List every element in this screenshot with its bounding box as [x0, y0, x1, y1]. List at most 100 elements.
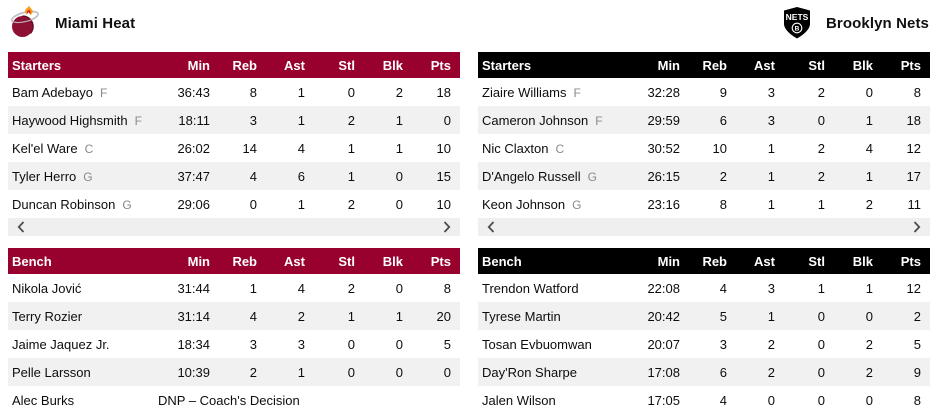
chevron-right-icon[interactable]: [443, 221, 451, 233]
stat-cell-stl: 0: [347, 336, 355, 352]
position-label: C: [84, 141, 94, 156]
stat-cell-pts: 18: [906, 112, 921, 128]
stat-cell-reb: 9: [719, 84, 727, 100]
player-name: Cameron Johnson: [482, 112, 589, 128]
player-row: Tosan Evbuomwan 20:07 3 2 0 2 5: [478, 330, 930, 358]
stat-cell-stl: 2: [817, 140, 825, 156]
player-name: Kel'el Ware: [12, 140, 78, 156]
stat-cell-min: 17:05: [647, 392, 680, 408]
position-label: F: [134, 113, 142, 128]
stat-cell-ast: 4: [297, 280, 305, 296]
table-section-label: Starters: [12, 57, 62, 73]
column-header-stl: Stl: [808, 253, 825, 269]
stat-cell-pts: 10: [436, 196, 451, 212]
stat-cell-blk: 4: [865, 140, 873, 156]
stat-cell-blk: 0: [865, 84, 873, 100]
stat-cell-ast: 1: [767, 308, 775, 324]
stat-cell-pts: 0: [443, 364, 451, 380]
player-name: Tyler Herro: [12, 168, 77, 184]
player-row: Bam Adebayo F 36:43 8 1 0 2 18: [8, 78, 460, 106]
stat-cell-ast: 6: [297, 168, 305, 184]
nets-team-name: Brooklyn Nets: [826, 14, 929, 32]
nets-column: NETS B Brooklyn Nets Starters Min Reb Ast St…: [478, 0, 930, 414]
stat-cell-ast: 1: [297, 364, 305, 380]
chevron-left-icon[interactable]: [17, 221, 25, 233]
stat-cell-ast: 1: [297, 112, 305, 128]
stat-cell-pts: 8: [913, 392, 921, 408]
stat-cell-min: 30:52: [647, 140, 680, 156]
player-name-cell: Bam Adebayo F: [8, 78, 152, 106]
stat-cell-ast: 1: [297, 84, 305, 100]
column-header-min: Min: [657, 57, 680, 73]
player-name-cell: Haywood Highsmith F: [8, 106, 152, 134]
player-row: Ziaire Williams F 32:28 9 3 2 0 8: [478, 78, 930, 106]
stat-cell-ast: 2: [767, 336, 775, 352]
player-name: Pelle Larsson: [12, 364, 91, 380]
player-name: Duncan Robinson: [12, 196, 116, 212]
player-row: Kel'el Ware C 26:02 14 4 1 1 10: [8, 134, 460, 162]
stat-cell-pts: 0: [443, 112, 451, 128]
player-name: Bam Adebayo: [12, 84, 93, 100]
stat-cell-min: 18:11: [178, 112, 210, 128]
stat-cell-min: 23:16: [647, 196, 680, 212]
stat-cell-blk: 1: [865, 112, 873, 128]
stat-cell-blk: 0: [865, 392, 873, 408]
column-header-pts: Pts: [430, 57, 451, 73]
stat-cell-min: 29:06: [177, 196, 210, 212]
stat-cell-stl: 1: [817, 196, 825, 212]
chevron-left-icon[interactable]: [487, 221, 495, 233]
stat-cell-reb: 10: [712, 140, 727, 156]
heat-team-name: Miami Heat: [55, 14, 136, 32]
table-header-row: Starters Min Reb Ast Stl Blk Pts: [478, 52, 930, 78]
stat-cell-min: 31:14: [177, 308, 210, 324]
stat-cell-pts: 12: [906, 140, 921, 156]
stat-cell-blk: 1: [395, 140, 403, 156]
player-name: Trendon Watford: [482, 280, 579, 296]
stat-cell-blk: 2: [865, 336, 873, 352]
stat-cell-pts: 20: [436, 308, 451, 324]
stat-cell-blk: 0: [395, 336, 403, 352]
player-row: Duncan Robinson G 29:06 0 1 2 0 10: [8, 190, 460, 218]
nets-starters-scrollbar[interactable]: [478, 218, 930, 236]
column-header-pts: Pts: [430, 253, 451, 269]
table-section-label: Bench: [12, 253, 52, 269]
column-header-ast: Ast: [754, 253, 775, 269]
heat-starters-table: Starters Min Reb Ast Stl Blk Pts Bam Adebayo F 36…: [8, 52, 460, 218]
player-name-cell: Pelle Larsson: [8, 358, 152, 386]
player-row: Haywood Highsmith F 18:11 3 1 2 1 0: [8, 106, 460, 134]
stat-cell-ast: 2: [297, 308, 305, 324]
heat-starters-scrollbar[interactable]: [8, 218, 460, 236]
player-name: Ziaire Williams: [482, 84, 567, 100]
stat-cell-ast: 1: [767, 196, 775, 212]
stat-cell-stl: 0: [347, 364, 355, 380]
stat-cell-stl: 0: [817, 336, 825, 352]
stat-cell-reb: 3: [249, 336, 257, 352]
stat-cell-min: 10:39: [177, 364, 210, 380]
stat-cell-stl: 0: [347, 84, 355, 100]
table-header-row: Bench Min Reb Ast Stl Blk Pts: [478, 248, 930, 274]
player-row: D'Angelo Russell G 26:15 2 1 2 1 17: [478, 162, 930, 190]
player-row: Jalen Wilson 17:05 4 0 0 0 8: [478, 386, 930, 414]
stat-cell-ast: 3: [767, 112, 775, 128]
table-header-row: Starters Min Reb Ast Stl Blk Pts: [8, 52, 460, 78]
stat-cell-stl: 0: [817, 364, 825, 380]
stat-cell-min: 37:47: [177, 168, 210, 184]
stat-cell-min: 17:08: [647, 364, 680, 380]
chevron-right-icon[interactable]: [913, 221, 921, 233]
stat-cell-min: 31:44: [177, 280, 210, 296]
player-row: Trendon Watford 22:08 4 3 1 1 12: [478, 274, 930, 302]
heat-column: Miami Heat Starters Min Reb Ast Stl Blk Pts Bam…: [8, 0, 460, 414]
stat-cell-reb: 4: [249, 168, 257, 184]
player-name: D'Angelo Russell: [482, 168, 581, 184]
player-name-cell: Duncan Robinson G: [8, 190, 152, 218]
stat-cell-blk: 1: [395, 112, 403, 128]
stat-cell-blk: 0: [865, 308, 873, 324]
stat-cell-min: 32:28: [647, 84, 680, 100]
column-header-blk: Blk: [382, 253, 403, 269]
column-header-reb: Reb: [702, 253, 727, 269]
stat-cell-ast: 4: [297, 140, 305, 156]
stat-cell-min: 20:42: [647, 308, 680, 324]
stat-cell-reb: 4: [719, 280, 727, 296]
player-name: Terry Rozier: [12, 308, 83, 324]
